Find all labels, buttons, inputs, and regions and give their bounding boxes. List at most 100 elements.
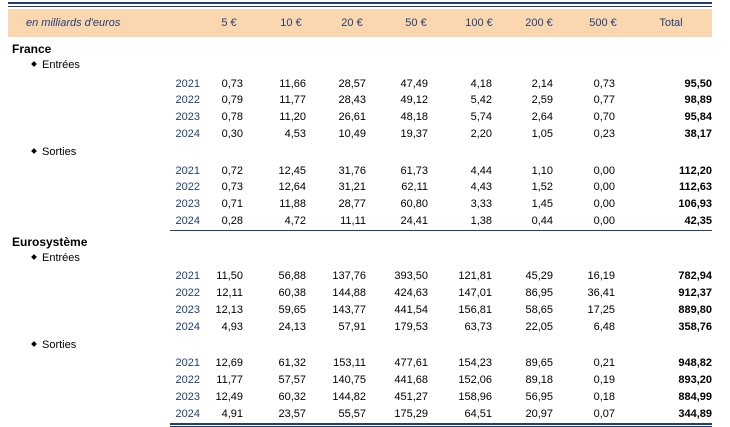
value-cell: 64,51	[464, 407, 492, 420]
year-cell: 2021	[175, 77, 200, 90]
value-cell: 451,27	[394, 391, 428, 403]
value-cell: 48,18	[400, 111, 428, 124]
value-cell: 5,42	[470, 94, 492, 107]
top-rule-thick	[8, 2, 712, 4]
year-cell: 2021	[175, 357, 200, 370]
value-cell: 6,48	[593, 320, 615, 333]
value-cell: 158,96	[458, 391, 492, 403]
region-label: France	[12, 42, 52, 56]
value-cell: 156,81	[458, 304, 492, 316]
value-cell: 19,37	[400, 128, 428, 140]
value-cell: 11,66	[279, 77, 306, 90]
value-cell: 4,93	[221, 320, 243, 333]
value-cell: 1,10	[531, 164, 553, 177]
table-row: 2022 11,77 57,57 140,75 441,68 152,06 89,18 0,1…	[8, 372, 712, 389]
value-cell: 58,65	[525, 304, 553, 316]
value-cell: 152,06	[458, 374, 492, 387]
value-cell: 12,49	[215, 391, 243, 403]
value-cell: 140,75	[332, 374, 366, 387]
value-cell: 0,28	[221, 215, 243, 227]
table-row: 2021 11,50 56,88 137,76 393,50 121,81 45,29 16,…	[8, 268, 712, 285]
value-cell: 121,81	[458, 270, 492, 283]
value-cell: 5,74	[470, 111, 492, 124]
value-cell: 61,73	[400, 164, 428, 177]
year-cell: 2024	[175, 215, 200, 227]
value-cell: 4,18	[470, 77, 492, 90]
year-cell: 2023	[175, 391, 200, 403]
value-cell: 57,57	[278, 374, 306, 387]
value-cell: 0,19	[593, 374, 615, 387]
value-cell: 10,49	[338, 128, 366, 140]
col-header-20: 20 €	[341, 17, 363, 29]
total-cell: 912,37	[678, 287, 712, 300]
flow-label: Sorties	[31, 144, 76, 161]
total-cell: 884,99	[678, 391, 712, 403]
total-cell: 889,80	[678, 304, 712, 316]
diamond-bullet-icon	[31, 148, 37, 154]
total-cell: 893,20	[678, 374, 712, 387]
value-cell: 441,54	[394, 304, 428, 316]
value-cell: 393,50	[394, 270, 428, 283]
value-cell: 2,59	[531, 94, 553, 107]
value-cell: 11,20	[279, 111, 306, 124]
value-cell: 11,77	[216, 374, 243, 387]
year-cell: 2023	[175, 111, 200, 124]
value-cell: 28,43	[338, 94, 366, 107]
value-cell: 16,19	[587, 270, 615, 283]
flow-label: Sorties	[31, 337, 76, 354]
total-cell: 344,89	[678, 407, 712, 420]
value-cell: 0,78	[221, 111, 243, 124]
value-cell: 0,00	[593, 215, 615, 227]
value-cell: 0,79	[221, 94, 243, 107]
value-cell: 12,45	[278, 164, 306, 177]
value-cell: 89,65	[525, 357, 553, 370]
value-cell: 45,29	[525, 270, 553, 283]
value-cell: 12,69	[215, 357, 243, 370]
value-cell: 63,73	[464, 320, 492, 333]
value-cell: 153,11	[333, 357, 366, 370]
value-cell: 49,12	[400, 94, 428, 107]
value-cell: 11,88	[279, 198, 306, 211]
value-cell: 3,33	[470, 198, 492, 211]
table-row: 2023 12,49 60,32 144,82 451,27 158,96 56,95 0,1…	[8, 389, 712, 406]
value-cell: 11,11	[340, 215, 366, 227]
table-row: 2024 4,91 23,57 55,57 175,29 64,51 20,97 0,07 34…	[8, 406, 712, 423]
value-cell: 20,97	[525, 407, 553, 420]
value-cell: 0,72	[221, 164, 243, 177]
table-header: en milliards d'euros 5 € 10 € 20 € 50 € …	[8, 9, 712, 37]
value-cell: 86,95	[525, 287, 553, 300]
value-cell: 144,82	[332, 391, 366, 403]
total-cell: 112,20	[678, 164, 712, 177]
year-cell: 2021	[175, 164, 200, 177]
value-cell: 0,18	[593, 391, 615, 403]
diamond-bullet-icon	[31, 253, 37, 260]
value-cell: 60,80	[400, 198, 428, 211]
value-cell: 0,23	[593, 128, 615, 140]
value-cell: 147,01	[458, 287, 492, 300]
value-cell: 60,32	[278, 391, 306, 403]
value-cell: 1,52	[531, 181, 553, 194]
total-cell: 358,76	[678, 320, 712, 333]
value-cell: 56,95	[525, 391, 553, 403]
value-cell: 0,73	[221, 181, 243, 194]
table-row: 2022 0,79 11,77 28,43 49,12 5,42 2,59 0,77 98,89	[8, 92, 712, 109]
year-cell: 2023	[175, 198, 200, 211]
section-divider	[170, 425, 712, 427]
section-divider	[170, 229, 712, 231]
value-cell: 137,76	[332, 270, 366, 283]
value-cell: 12,11	[216, 287, 243, 300]
col-header-total: Total	[659, 17, 683, 29]
value-cell: 31,21	[338, 181, 366, 194]
value-cell: 1,38	[470, 215, 492, 227]
value-cell: 441,68	[394, 374, 428, 387]
col-header-5: 5 €	[221, 17, 237, 29]
value-cell: 0,71	[221, 198, 243, 211]
value-cell: 12,64	[278, 181, 306, 194]
value-cell: 0,30	[221, 128, 243, 140]
col-header-50: 50 €	[405, 17, 427, 29]
value-cell: 57,91	[338, 320, 366, 333]
value-cell: 11,77	[279, 94, 306, 107]
value-cell: 144,88	[332, 287, 366, 300]
value-cell: 4,53	[284, 128, 306, 140]
region-label: Eurosystème	[12, 234, 88, 249]
